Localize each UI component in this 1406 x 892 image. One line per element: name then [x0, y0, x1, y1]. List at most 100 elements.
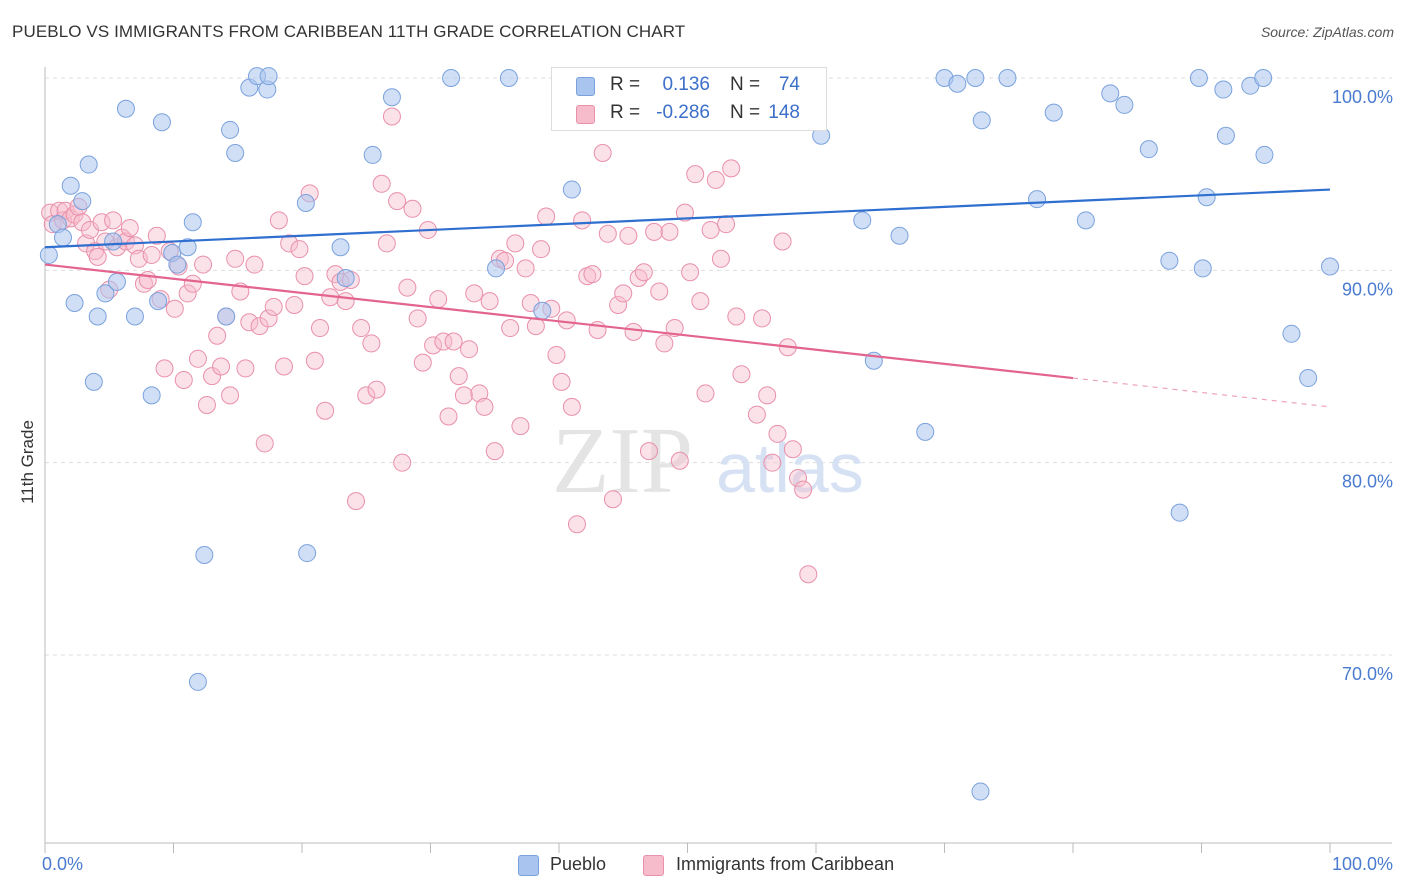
data-point-caribbean — [393, 453, 412, 472]
data-point-pueblo — [61, 176, 80, 195]
data-point-pueblo — [183, 213, 202, 232]
data-point-caribbean — [732, 365, 751, 384]
data-point-pueblo — [142, 386, 161, 405]
trend-line-caribbean-extension — [1072, 377, 1331, 408]
data-point-caribbean — [619, 226, 638, 245]
data-point-pueblo — [1101, 84, 1120, 103]
data-point-pueblo — [152, 113, 171, 132]
data-point-pueblo — [149, 292, 168, 311]
data-point-caribbean — [573, 211, 592, 230]
legend-row-caribbean: R = -0.286 N = 148 — [552, 100, 826, 128]
data-point-caribbean — [413, 353, 432, 372]
data-point-caribbean — [789, 469, 808, 488]
data-point-caribbean — [696, 384, 715, 403]
data-point-pueblo — [1255, 145, 1274, 164]
data-point-pueblo — [1160, 251, 1179, 270]
data-point-caribbean — [460, 340, 479, 359]
data-point-caribbean — [269, 211, 288, 230]
data-point-caribbean — [665, 319, 684, 338]
data-point-caribbean — [722, 159, 741, 178]
data-point-caribbean — [763, 453, 782, 472]
data-point-caribbean — [624, 322, 643, 341]
data-point-pueblo — [1214, 80, 1233, 99]
data-point-pueblo — [1299, 369, 1318, 388]
data-point-caribbean — [603, 490, 622, 509]
data-point-caribbean — [706, 170, 725, 189]
x-tick-label: 0.0% — [42, 854, 83, 874]
data-point-pueblo — [65, 294, 84, 313]
data-point-caribbean — [290, 240, 309, 259]
data-point-caribbean — [562, 397, 581, 416]
data-point-caribbean — [727, 307, 746, 326]
data-point-pueblo — [1076, 211, 1095, 230]
data-point-pueblo — [1044, 103, 1063, 122]
data-point-pueblo — [331, 238, 350, 257]
data-point-pueblo — [39, 245, 58, 264]
data-point-pueblo — [1254, 69, 1273, 87]
data-point-caribbean — [194, 255, 213, 274]
data-point-caribbean — [142, 245, 161, 264]
data-point-caribbean — [532, 240, 551, 259]
data-point-caribbean — [236, 359, 255, 378]
data-point-pueblo — [1028, 190, 1047, 209]
data-point-pueblo — [1321, 257, 1339, 276]
data-point-pueblo — [107, 272, 126, 291]
data-point-caribbean — [449, 367, 468, 386]
watermark: ZIP atlas — [552, 409, 864, 513]
data-point-pueblo — [998, 69, 1017, 87]
data-point-caribbean — [794, 480, 813, 499]
legend-r-value: -0.286 — [656, 102, 710, 123]
data-point-caribbean — [275, 357, 294, 376]
data-point-caribbean — [537, 207, 556, 226]
legend-n-label: N = — [730, 102, 761, 123]
data-point-caribbean — [382, 107, 401, 126]
y-tick-label: 70.0% — [1342, 664, 1393, 684]
data-point-caribbean — [197, 395, 216, 414]
data-point-caribbean — [92, 213, 111, 232]
data-point-caribbean — [212, 357, 231, 376]
data-point-pueblo — [84, 372, 103, 391]
data-point-caribbean — [547, 345, 566, 364]
data-point-caribbean — [686, 165, 705, 184]
data-point-pueblo — [1170, 503, 1189, 522]
data-point-caribbean — [465, 284, 484, 303]
data-point-caribbean — [226, 249, 245, 268]
data-point-pueblo — [1139, 140, 1158, 159]
data-point-caribbean — [245, 255, 264, 274]
caribbean-swatch — [576, 105, 595, 124]
data-point-caribbean — [629, 269, 648, 288]
watermark-zip: ZIP — [552, 409, 693, 513]
data-point-pueblo — [104, 232, 123, 251]
data-point-caribbean — [454, 386, 473, 405]
data-point-caribbean — [470, 384, 489, 403]
data-point-caribbean — [352, 319, 371, 338]
data-point-caribbean — [285, 295, 304, 314]
data-point-caribbean — [255, 434, 274, 453]
y-tick-label: 100.0% — [1332, 87, 1393, 107]
data-point-caribbean — [174, 370, 193, 389]
trend-line-caribbean — [44, 263, 1074, 380]
data-point-caribbean — [567, 515, 586, 534]
data-point-caribbean — [429, 290, 448, 309]
data-point-caribbean — [346, 492, 365, 511]
data-point-caribbean — [73, 213, 92, 232]
data-point-caribbean — [221, 386, 240, 405]
data-point-pueblo — [533, 301, 552, 320]
data-point-pueblo — [188, 672, 207, 691]
bottom-legend-caribbean: Immigrants from Caribbean — [643, 853, 943, 877]
data-point-caribbean — [188, 349, 207, 368]
data-point-caribbean — [773, 232, 792, 251]
data-point-caribbean — [475, 397, 494, 416]
data-point-caribbean — [614, 284, 633, 303]
data-point-caribbean — [77, 234, 96, 253]
data-point-pueblo — [1282, 324, 1301, 343]
source-label: Source: ZipAtlas.com — [1260, 24, 1394, 40]
data-point-pueblo — [296, 194, 315, 213]
data-point-pueblo — [382, 88, 401, 107]
x-tick-label: 100.0% — [1332, 854, 1393, 874]
data-point-caribbean — [768, 424, 787, 443]
data-point-caribbean — [634, 263, 653, 282]
stats-legend: R = 0.136 N = 74 R = -0.286 N = 148 — [551, 67, 827, 131]
bottom-legend-pueblo: Pueblo — [518, 853, 638, 877]
pueblo-legend-label: Pueblo — [550, 854, 607, 874]
